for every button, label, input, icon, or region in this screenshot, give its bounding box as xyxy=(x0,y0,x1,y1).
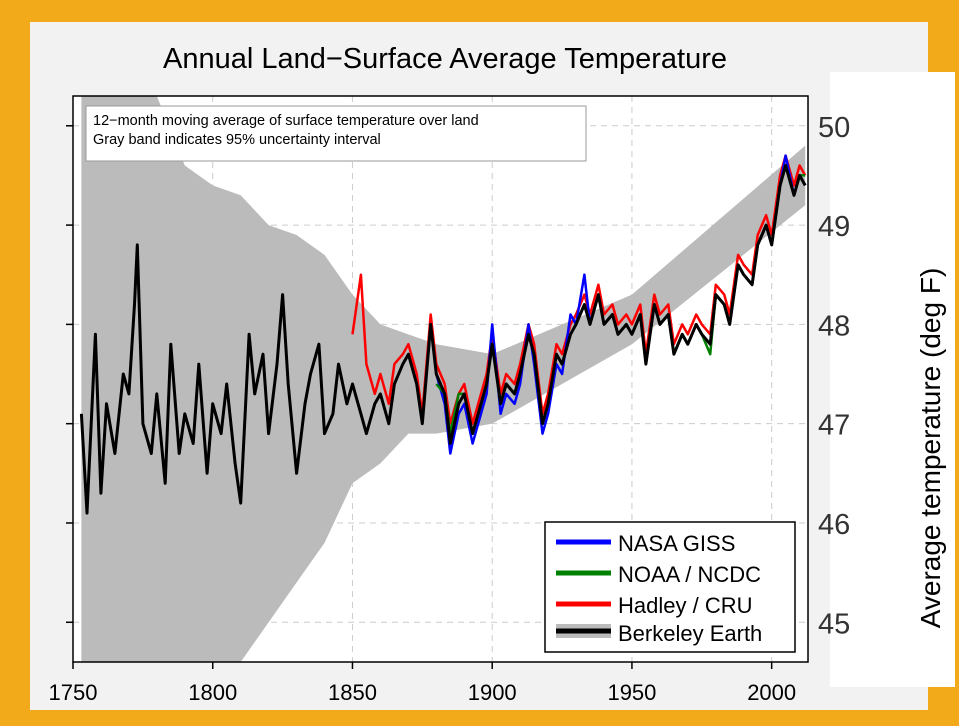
x-tick-label: 1750 xyxy=(49,680,98,705)
x-tick-label: 1800 xyxy=(188,680,237,705)
y-tick-label: 49 xyxy=(818,211,850,243)
legend-label-hadley: Hadley / CRU xyxy=(618,593,752,618)
y-axis-label: Average temperature (deg F) xyxy=(915,268,946,629)
y-tick-label: 50 xyxy=(818,112,850,144)
axis-ticks: 1750 1800 1850 1900 1950 2000 45 46 47 48 49 50 xyxy=(49,112,851,705)
data-series xyxy=(79,154,807,515)
legend: NASA GISS NOAA / NCDC Hadley / CRU Berke… xyxy=(544,521,796,653)
series-line-berkeley-earth xyxy=(79,164,807,515)
right-label-panel xyxy=(830,72,955,687)
x-tick-label: 1900 xyxy=(468,680,517,705)
y-tick-label: 47 xyxy=(818,410,850,442)
annotation-line-1: 12−month moving average of surface tempe… xyxy=(93,113,479,129)
legend-label-nasa: NASA GISS xyxy=(618,531,735,556)
annotation-box xyxy=(85,105,587,162)
y-tick-label: 48 xyxy=(818,310,850,342)
y-tick-label: 46 xyxy=(818,509,850,541)
x-tick-label: 2000 xyxy=(747,680,796,705)
y-tick-label: 45 xyxy=(818,608,850,640)
annotation-line-2: Gray band indicates 95% uncertainty inte… xyxy=(93,132,381,148)
x-tick-label: 1850 xyxy=(328,680,377,705)
legend-label-noaa: NOAA / NCDC xyxy=(618,562,761,587)
x-tick-label: 1950 xyxy=(607,680,656,705)
legend-label-berkeley: Berkeley Earth xyxy=(618,621,762,646)
chart-title: Annual Land−Surface Average Temperature xyxy=(163,43,727,75)
plot-border xyxy=(72,95,809,663)
